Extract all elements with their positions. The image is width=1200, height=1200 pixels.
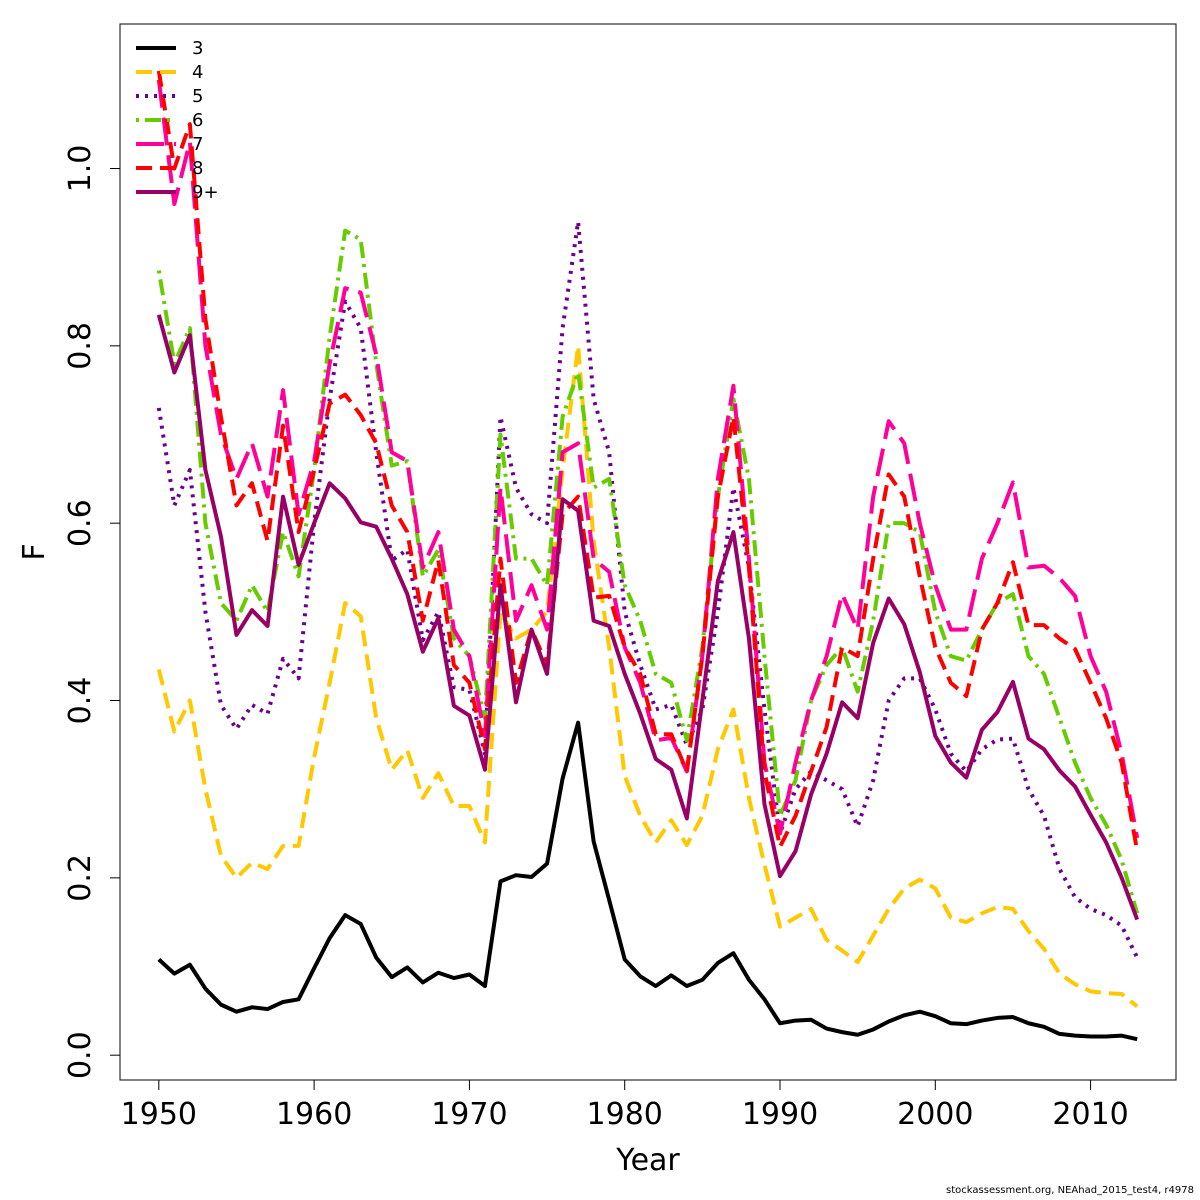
- legend: 3 4 5 6 7 8 9+: [136, 38, 219, 203]
- series-line-6: [156, 228, 1140, 914]
- series-line-9plus: [156, 314, 1140, 921]
- legend-label-4: 4: [192, 62, 203, 83]
- legend-label-3: 3: [192, 38, 203, 59]
- y-axis: 0.0 0.2 0.4 0.6 0.8 1.0: [63, 145, 121, 1079]
- x-tick-label: 1950: [121, 1097, 197, 1132]
- y-tick-label: 0.4: [63, 677, 98, 725]
- y-tick-label: 0.0: [63, 1031, 98, 1079]
- legend-label-6: 6: [192, 110, 203, 131]
- series-line-4: [156, 343, 1139, 1008]
- series-line-8: [156, 70, 1140, 852]
- y-axis-title: F: [17, 543, 52, 560]
- y-tick-label: 0.2: [63, 854, 98, 902]
- y-tick-label: 0.8: [63, 322, 98, 370]
- legend-label-8: 8: [192, 158, 203, 179]
- legend-label-9plus: 9+: [192, 182, 219, 203]
- x-tick-label: 1980: [587, 1097, 663, 1132]
- x-tick-label: 1960: [276, 1097, 352, 1132]
- series-layer: [156, 70, 1140, 1042]
- x-tick-label: 2010: [1052, 1097, 1128, 1132]
- series-line-7: [156, 79, 1140, 839]
- series-line-3: [157, 720, 1138, 1042]
- footer-credit: stockassessment.org, NEAhad_2015_test4, …: [946, 1185, 1194, 1196]
- legend-label-7: 7: [192, 134, 203, 155]
- x-tick-label: 1990: [742, 1097, 818, 1132]
- x-axis: 1950 1960 1970 1980 1990 2000 2010: [121, 1079, 1129, 1132]
- x-tick-label: 2000: [897, 1097, 973, 1132]
- y-tick-label: 0.6: [63, 499, 98, 547]
- x-axis-title: Year: [615, 1143, 680, 1178]
- y-tick-label: 1.0: [63, 145, 98, 193]
- legend-label-5: 5: [192, 86, 203, 107]
- series-line-5: [156, 219, 1139, 959]
- x-tick-label: 1970: [431, 1097, 507, 1132]
